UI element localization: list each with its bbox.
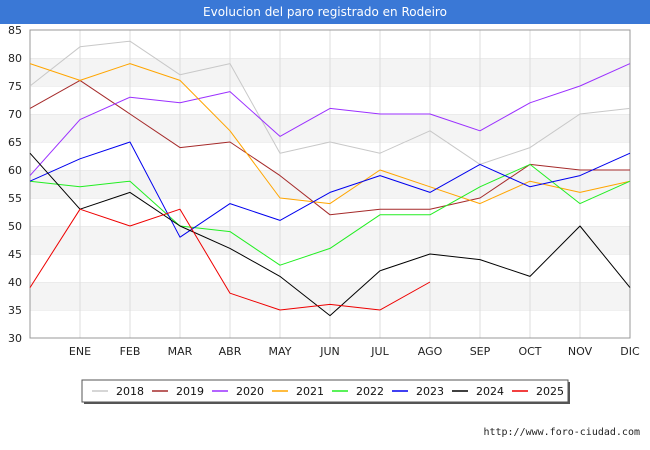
x-tick-label: SEP	[470, 345, 491, 358]
legend-label-2022: 2022	[356, 385, 384, 398]
x-tick-label: NOV	[568, 345, 593, 358]
series-line-2025	[29, 208, 431, 311]
y-tick-label: 65	[8, 136, 22, 149]
x-tick-label: MAY	[269, 345, 292, 358]
legend: 2018 2019 2020 2021 2022 2023 2024 2025	[81, 379, 570, 404]
y-tick-label: 75	[8, 80, 22, 93]
legend-label-2024: 2024	[476, 385, 504, 398]
y-tick-label: 50	[8, 220, 22, 233]
series-lines	[29, 40, 631, 317]
chart-title: Evolucion del paro registrado en Rodeiro	[0, 0, 650, 24]
y-tick-label: 40	[8, 276, 22, 289]
series-line-2023	[29, 141, 631, 238]
series-line-2020	[29, 63, 631, 176]
series-line-2021	[29, 63, 631, 205]
legend-box	[81, 379, 569, 403]
x-axis-ticks: ENE FEB MAR ABR MAY JUN JUL AGO SEP OCT NOV DIC	[69, 345, 640, 358]
source-link[interactable]: http://www.foro-ciudad.com	[483, 427, 640, 438]
y-tick-label: 70	[8, 108, 22, 121]
legend-label-2025: 2025	[536, 385, 564, 398]
y-tick-label: 30	[8, 332, 22, 345]
x-tick-label: MAR	[168, 345, 193, 358]
x-tick-label: DIC	[620, 345, 640, 358]
legend-label-2018: 2018	[116, 385, 144, 398]
plot-border	[29, 29, 631, 339]
x-tick-label: JUN	[319, 345, 340, 358]
series-line-2022	[29, 163, 631, 266]
legend-label-2021: 2021	[296, 385, 324, 398]
legend-label-2019: 2019	[176, 385, 204, 398]
y-tick-label: 45	[8, 248, 22, 261]
x-tick-label: ABR	[219, 345, 242, 358]
y-axis-ticks: 30 35 40 45 50 55 60 65 70 75 80 85	[8, 24, 22, 345]
y-tick-label: 55	[8, 192, 22, 205]
x-tick-label: FEB	[120, 345, 141, 358]
y-tick-label: 35	[8, 304, 22, 317]
legend-label-2020: 2020	[236, 385, 264, 398]
x-tick-label: OCT	[518, 345, 541, 358]
y-tick-label: 85	[8, 24, 22, 37]
series-line-2018	[29, 40, 631, 165]
y-tick-label: 60	[8, 164, 22, 177]
x-tick-label: AGO	[418, 345, 443, 358]
plot-frame	[29, 29, 631, 339]
legend-label-2023: 2023	[416, 385, 444, 398]
y-tick-label: 80	[8, 52, 22, 65]
x-tick-label: ENE	[69, 345, 91, 358]
x-tick-label: JUL	[370, 345, 389, 358]
series-line-2024	[29, 152, 631, 317]
